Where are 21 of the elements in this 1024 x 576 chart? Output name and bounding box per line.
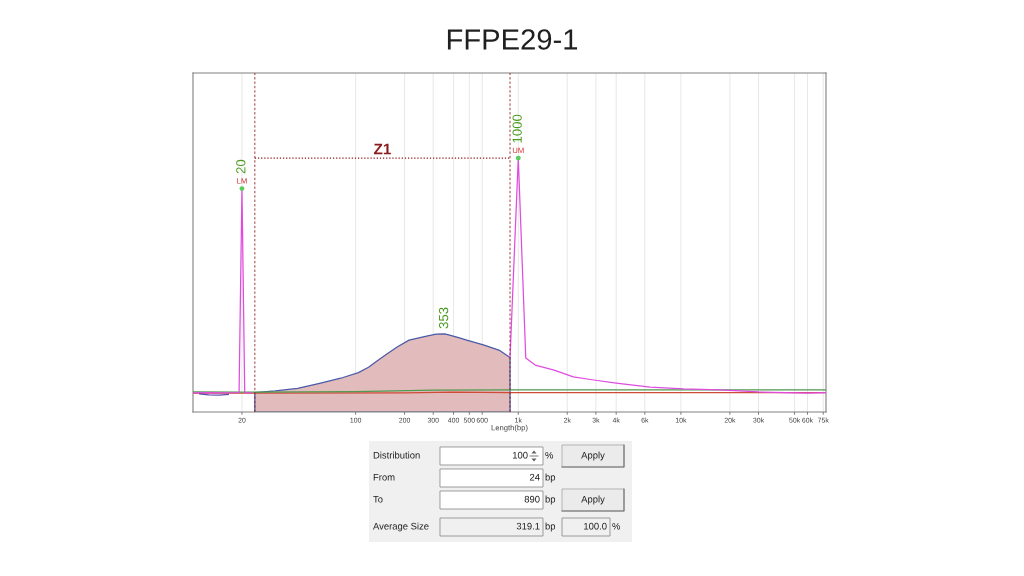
annotation: 1000 bbox=[512, 114, 522, 143]
text: Apply bbox=[581, 495, 605, 505]
series-label: Z1 bbox=[373, 143, 391, 155]
text: bp bbox=[545, 522, 556, 532]
text: Distribution bbox=[373, 451, 420, 459]
text: 319.1 bbox=[516, 522, 540, 530]
text: 24 bbox=[529, 473, 540, 481]
text: % bbox=[612, 522, 621, 530]
text: From bbox=[373, 473, 395, 481]
text: 100.0 bbox=[584, 522, 607, 530]
text: % bbox=[545, 451, 554, 459]
text: 100 bbox=[512, 451, 528, 459]
annotation: 353 bbox=[438, 307, 449, 329]
text: 890 bbox=[524, 495, 540, 503]
text: To bbox=[373, 495, 383, 503]
text: bp bbox=[545, 495, 556, 505]
text: Average Size bbox=[373, 522, 429, 532]
text: bp bbox=[545, 473, 556, 483]
annotation: 20 bbox=[236, 159, 246, 174]
chart-title: FFPE29-1 bbox=[447, 29, 578, 50]
text: Apply bbox=[581, 451, 605, 461]
